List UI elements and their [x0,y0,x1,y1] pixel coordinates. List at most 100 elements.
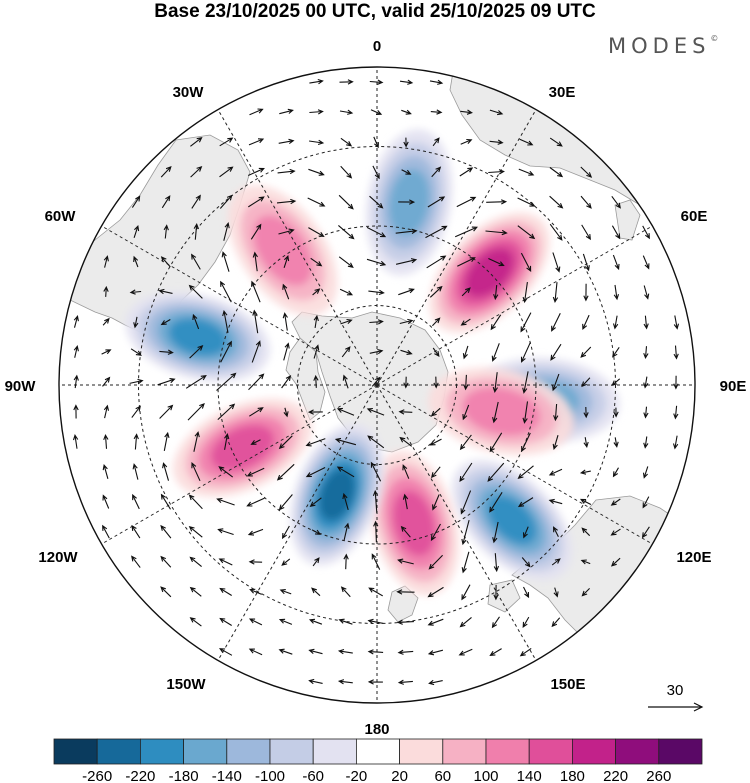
wind-vector [283,255,290,268]
wind-vector [313,374,319,388]
wind-vector [489,492,503,513]
wind-vector [131,195,141,208]
wind-vector [246,497,265,507]
wind-vector [343,522,350,541]
wind-vector [613,437,619,448]
wind-vector [73,345,79,358]
wind-vector [133,255,139,268]
wind-vector [582,253,590,272]
lon-label-30e: 30E [549,84,576,101]
wind-vector [162,462,170,481]
wind-vector [491,616,500,629]
wind-vector [160,493,171,510]
wind-vector [160,555,172,568]
wind-vector [189,617,202,627]
wind-vectors [72,78,680,686]
anomaly-center-1 [429,212,550,333]
lon-label-30w: 30W [173,84,205,101]
anomaly-center-6 [173,398,312,497]
meridian-line [217,384,378,661]
wind-vector [129,289,142,295]
wind-vector [521,557,531,568]
wind-vector [185,375,207,389]
wind-vector [517,497,534,508]
colorbar-tick-label: 20 [391,768,408,783]
wind-vector [580,195,592,209]
wind-vector [457,257,476,267]
wind-vector [281,374,292,389]
anomaly-center-9 [428,367,575,456]
wind-vector [431,166,442,178]
wind-vector [372,165,380,180]
wind-vector [132,463,139,480]
wind-vector [611,378,621,387]
wind-vector [129,378,144,385]
wind-vector [523,586,530,599]
anomaly-band [319,468,355,521]
anomaly-band [464,248,514,298]
colorbar-tick-label: 220 [603,768,628,783]
wind-vector [549,167,564,178]
wind-vector [399,318,414,325]
colorbar-tick-label: 60 [434,768,451,783]
colorbar-swatch [528,738,573,765]
wind-vector [311,529,322,535]
wind-vector [342,374,349,389]
wind-vector [402,464,410,479]
wind-vector [400,349,413,355]
wind-vector [73,404,79,419]
wind-vector [583,283,589,302]
wind-vector [219,617,232,626]
wind-vector [642,225,650,240]
wind-vector [278,435,293,450]
wind-vector [395,228,418,234]
wind-vector [551,558,561,566]
wind-vector [643,436,649,449]
anomaly-band [462,387,541,436]
wind-vector [643,285,650,300]
reference-vector-arrowhead [693,702,704,712]
wind-vector [248,648,263,656]
wind-vector [216,497,235,506]
colorbar-swatch [485,738,530,765]
wind-vector [491,343,500,362]
brand-text: MODES [608,34,711,58]
wind-vector [103,255,109,268]
wind-vector [673,345,679,360]
wind-vector [672,435,679,450]
wind-vector [249,407,264,417]
colorbar-tick-label: -20 [346,768,368,783]
wind-vector [309,139,325,146]
wind-vector [73,374,79,389]
wind-vector [582,314,590,331]
wind-vector [551,313,561,332]
wind-vector [189,556,202,568]
wind-vector [276,463,295,481]
wind-vector [549,195,564,209]
wind-vector [643,346,649,360]
wind-vector [403,376,409,389]
wind-vector [432,494,440,511]
wind-vector [486,199,508,205]
wind-vector [428,554,443,570]
wind-vector [248,559,263,565]
wind-vector [429,285,443,298]
anomaly-band [487,495,537,545]
wind-vector [339,79,354,85]
wind-vector [131,524,141,539]
wind-vector [425,225,448,239]
wind-vector [459,434,472,451]
wind-vector [161,195,171,209]
colorbar-swatch [658,738,703,765]
wind-vector [580,559,591,565]
wind-vector [426,255,447,269]
wind-vector [517,465,534,480]
wind-vector [399,436,413,447]
wind-vector [520,312,532,333]
wind-vector [368,289,385,296]
wind-vector [369,319,384,325]
wind-vector [430,109,443,115]
wind-vector [305,438,326,447]
wind-vector [282,283,290,300]
